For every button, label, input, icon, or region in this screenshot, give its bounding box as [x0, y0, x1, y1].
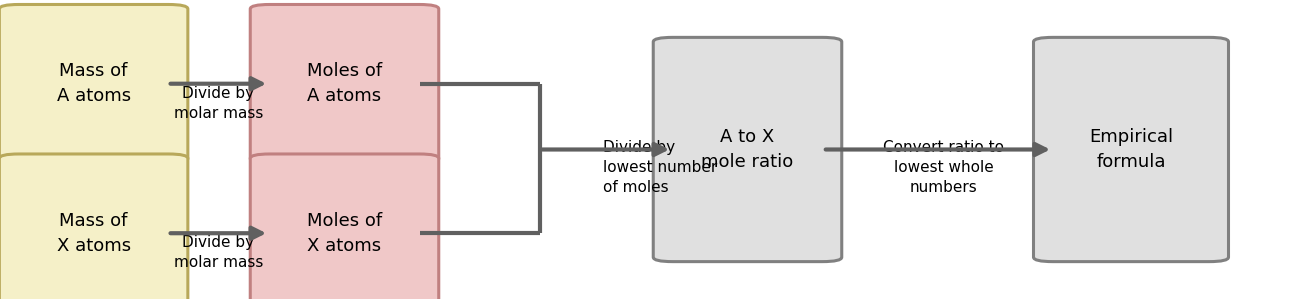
Text: Moles of
X atoms: Moles of X atoms: [307, 212, 382, 255]
FancyBboxPatch shape: [250, 4, 439, 163]
Text: Convert ratio to
lowest whole
numbers: Convert ratio to lowest whole numbers: [883, 140, 1005, 195]
Text: Divide by
molar mass: Divide by molar mass: [174, 235, 263, 270]
FancyBboxPatch shape: [0, 4, 188, 163]
FancyBboxPatch shape: [1034, 37, 1228, 262]
Text: A to X
mole ratio: A to X mole ratio: [702, 128, 793, 171]
FancyBboxPatch shape: [653, 37, 842, 262]
Text: Divide by
molar mass: Divide by molar mass: [174, 86, 263, 120]
Text: Mass of
X atoms: Mass of X atoms: [56, 212, 131, 255]
Text: Empirical
formula: Empirical formula: [1089, 128, 1173, 171]
FancyBboxPatch shape: [250, 154, 439, 299]
FancyBboxPatch shape: [0, 154, 188, 299]
Text: Moles of
A atoms: Moles of A atoms: [307, 62, 382, 105]
Text: Divide by
lowest number
of moles: Divide by lowest number of moles: [603, 140, 718, 195]
Text: Mass of
A atoms: Mass of A atoms: [56, 62, 131, 105]
